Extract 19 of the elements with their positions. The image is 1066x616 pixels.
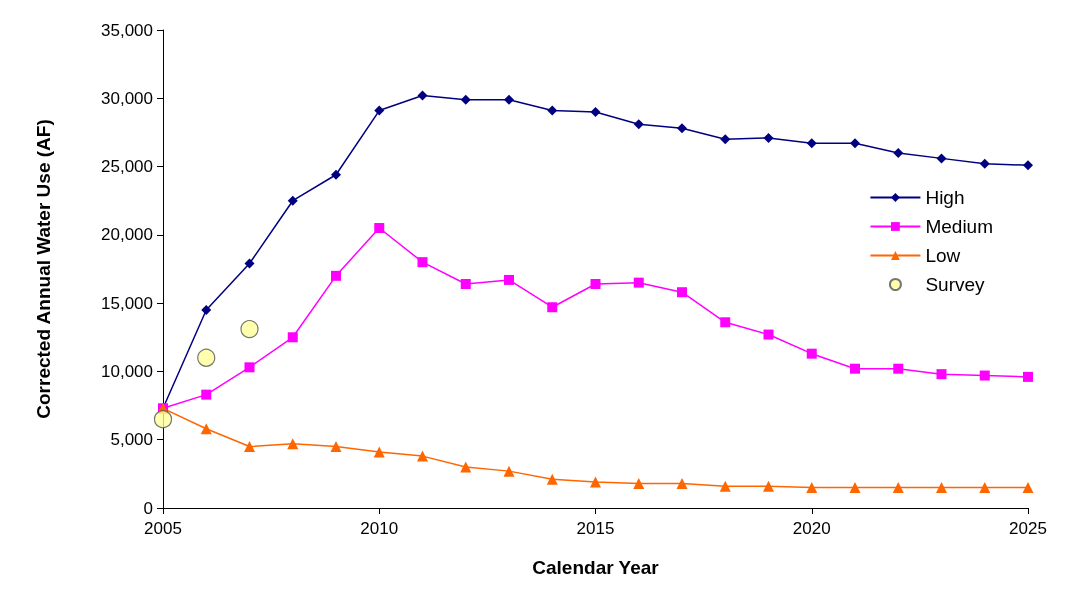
y-tick-label: 10,000 <box>101 361 153 381</box>
x-tick-label: 2015 <box>576 519 615 538</box>
x-tick-label: 2020 <box>792 519 831 538</box>
x-tick-label: 2005 <box>144 519 182 538</box>
legend-label: High <box>925 187 965 208</box>
x-tick-label: 2010 <box>360 519 399 538</box>
y-tick-label: 15,000 <box>101 293 153 313</box>
x-tick-label: 2025 <box>1009 519 1047 538</box>
legend-label: Low <box>925 245 961 266</box>
legend-label: Medium <box>925 216 993 237</box>
y-tick-label: 35,000 <box>101 20 153 40</box>
x-axis-title: Calendar Year <box>532 557 660 578</box>
y-axis-title: Corrected Annual Water Use (AF) <box>33 119 54 419</box>
y-tick-label: 25,000 <box>101 157 153 177</box>
y-tick-label: 0 <box>143 498 153 518</box>
y-tick-label: 5,000 <box>110 430 153 450</box>
y-tick-label: 20,000 <box>101 225 153 245</box>
legend-label: Survey <box>925 274 986 295</box>
y-tick-label: 30,000 <box>101 88 153 108</box>
